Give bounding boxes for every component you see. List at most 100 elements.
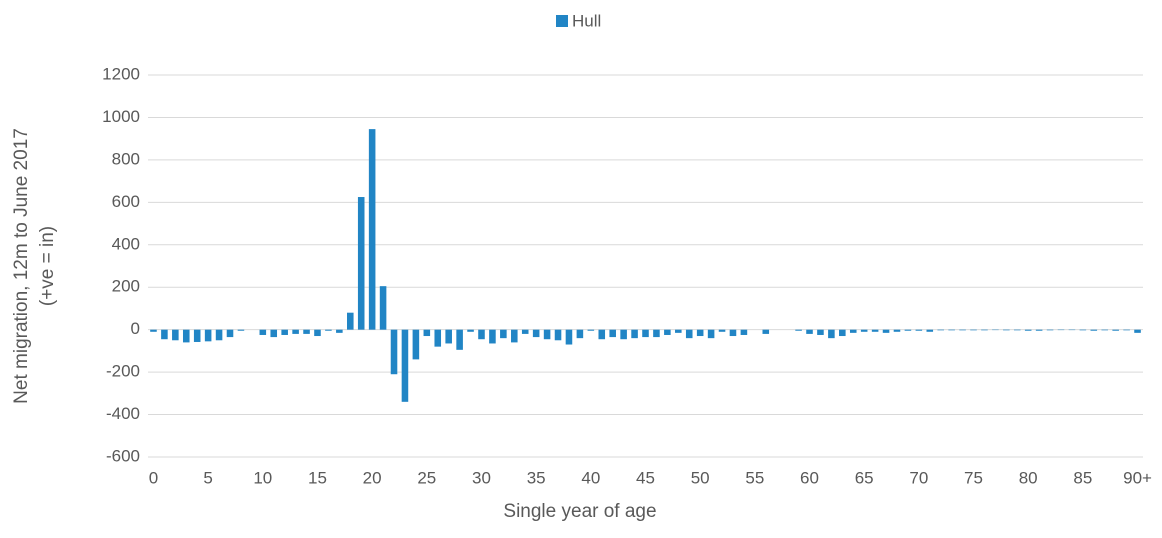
- bar: [478, 329, 485, 340]
- bar: [204, 329, 212, 342]
- y-tick-label: 800: [112, 149, 140, 168]
- legend-label: Hull: [572, 11, 601, 30]
- bar: [926, 329, 934, 332]
- bar: [1101, 329, 1109, 331]
- y-axis-title: Net migration, 12m to June 2017: [11, 128, 32, 404]
- x-tick-label: 5: [203, 468, 212, 487]
- x-tick-label: 0: [149, 468, 158, 487]
- bar: [959, 329, 966, 331]
- x-tick-label: 10: [253, 468, 272, 487]
- bar: [620, 329, 627, 340]
- bar: [379, 286, 387, 330]
- x-tick-label: 45: [636, 468, 655, 487]
- bar: [642, 329, 649, 338]
- bar: [795, 329, 802, 331]
- bar: [817, 329, 824, 335]
- bar: [707, 329, 715, 339]
- bar: [1112, 329, 1119, 331]
- bar: [904, 329, 912, 331]
- bar: [871, 329, 879, 332]
- bar: [948, 329, 955, 331]
- bar: [587, 329, 595, 331]
- bar: [565, 329, 573, 345]
- bar: [182, 329, 190, 343]
- bar: [828, 329, 835, 339]
- bar: [172, 329, 179, 341]
- bar: [1079, 329, 1087, 331]
- bar: [806, 329, 813, 334]
- bar: [893, 329, 901, 332]
- bar: [762, 329, 770, 334]
- bar: [467, 329, 474, 332]
- y-tick-label: 600: [112, 192, 140, 211]
- bar: [598, 329, 606, 340]
- bar: [347, 312, 354, 330]
- bar: [860, 329, 868, 332]
- legend-swatch: [556, 15, 568, 27]
- bar: [1013, 329, 1021, 331]
- bar: [270, 329, 278, 338]
- bar: [543, 329, 551, 340]
- bar: [609, 329, 616, 338]
- x-tick-label: 90+: [1123, 468, 1152, 487]
- bar: [150, 329, 157, 332]
- bar: [1024, 329, 1032, 331]
- bar: [1090, 329, 1098, 331]
- x-tick-label: 60: [800, 468, 819, 487]
- bar: [423, 329, 431, 337]
- bar: [456, 329, 463, 350]
- bar: [314, 329, 321, 337]
- bar: [729, 329, 737, 337]
- y-tick-label: -600: [106, 446, 140, 465]
- bar: [259, 329, 267, 335]
- bar: [685, 329, 693, 339]
- x-tick-label: 85: [1073, 468, 1092, 487]
- bar: [981, 329, 988, 331]
- bar: [631, 329, 638, 339]
- x-tick-label: 40: [581, 468, 600, 487]
- bar: [675, 329, 682, 333]
- bar: [281, 329, 288, 335]
- x-tick-label: 75: [964, 468, 983, 487]
- bar: [401, 329, 409, 402]
- bar: [357, 197, 365, 330]
- bar: [740, 329, 748, 335]
- y-tick-label: -200: [106, 362, 140, 381]
- bar: [511, 329, 518, 343]
- x-tick-label: 25: [417, 468, 436, 487]
- x-tick-label: 50: [691, 468, 710, 487]
- bar: [500, 329, 507, 339]
- bar: [489, 329, 496, 344]
- y-tick-label: -400: [106, 404, 140, 423]
- y-tick-label: 1000: [102, 107, 140, 126]
- bar: [303, 329, 310, 334]
- bar: [412, 329, 420, 360]
- bar: [1123, 329, 1130, 331]
- y-tick-label: 0: [131, 319, 140, 338]
- x-tick-label: 35: [527, 468, 546, 487]
- bar: [434, 329, 442, 347]
- bar: [1046, 329, 1054, 331]
- bar: [226, 329, 234, 338]
- x-tick-label: 65: [855, 468, 874, 487]
- bar: [445, 329, 452, 344]
- bar: [390, 329, 398, 375]
- bar: [664, 329, 671, 335]
- x-tick-label: 15: [308, 468, 327, 487]
- bar: [521, 329, 529, 334]
- bar: [554, 329, 562, 341]
- bar: [718, 329, 726, 332]
- x-axis-title: Single year of age: [503, 501, 656, 522]
- bar: [368, 129, 376, 330]
- bar: [839, 329, 846, 337]
- bar: [696, 329, 704, 337]
- x-tick-label: 55: [745, 468, 764, 487]
- bar: [653, 329, 660, 338]
- bar: [237, 329, 245, 331]
- bar: [193, 329, 201, 342]
- bar: [1134, 329, 1141, 333]
- x-tick-label: 30: [472, 468, 491, 487]
- bar: [576, 329, 584, 339]
